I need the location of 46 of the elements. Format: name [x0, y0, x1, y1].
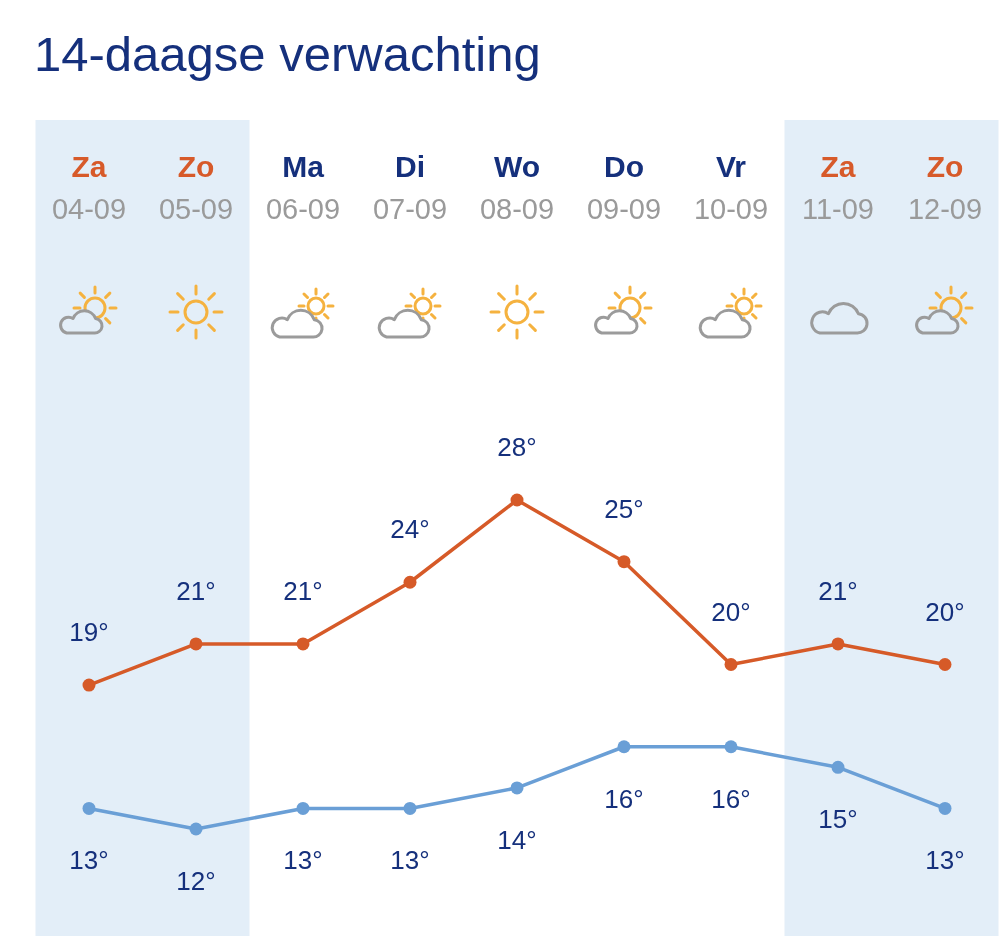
- point: [510, 493, 524, 507]
- x-tick-label: Zo 05-09: [158, 150, 234, 225]
- x-tick-label: Vr 10-09: [693, 150, 769, 225]
- point: [82, 678, 96, 692]
- data-label: 15°: [818, 804, 858, 835]
- data-label: 28°: [497, 432, 537, 462]
- x-tick-label: Do 09-09: [586, 150, 662, 225]
- point: [617, 555, 631, 569]
- data-label: 13°: [69, 845, 109, 876]
- point: [831, 760, 845, 774]
- data-label: 13°: [925, 845, 965, 876]
- point: [724, 740, 738, 754]
- point: [938, 801, 952, 815]
- point: [617, 740, 631, 754]
- point: [403, 575, 417, 589]
- data-label: 16°: [711, 783, 751, 814]
- data-label: 13°: [283, 845, 323, 876]
- x-tick-label: Zo 12-09: [907, 150, 983, 225]
- data-label: 14°: [497, 824, 537, 855]
- data-label: 12°: [176, 866, 216, 896]
- x-tick-label: Ma 06-09: [265, 150, 341, 225]
- point: [189, 822, 203, 836]
- data-label: 20°: [925, 596, 965, 627]
- point: [189, 637, 203, 651]
- point: [296, 637, 310, 651]
- x-tick-label: Za 04-09: [51, 150, 127, 225]
- x-tick-label: Wo 08-09: [479, 150, 555, 225]
- data-label: 21°: [818, 575, 858, 606]
- point: [938, 658, 952, 671]
- data-label: 19°: [69, 617, 109, 648]
- chart-title: 14-daagse verwachting: [34, 26, 541, 82]
- data-label: 21°: [283, 575, 323, 606]
- point: [403, 801, 417, 815]
- data-label: 24°: [390, 514, 430, 545]
- data-label: 16°: [604, 783, 644, 814]
- point: [724, 658, 738, 671]
- x-tick-label: Di 07-09: [372, 150, 448, 225]
- data-label: 21°: [176, 575, 216, 606]
- x-tick-label: Za 11-09: [801, 150, 875, 225]
- data-label: 25°: [604, 493, 644, 524]
- point: [82, 801, 96, 815]
- data-label: 20°: [711, 596, 751, 627]
- point: [296, 801, 310, 815]
- data-label: 13°: [390, 845, 430, 876]
- point: [831, 637, 845, 651]
- point: [510, 781, 524, 795]
